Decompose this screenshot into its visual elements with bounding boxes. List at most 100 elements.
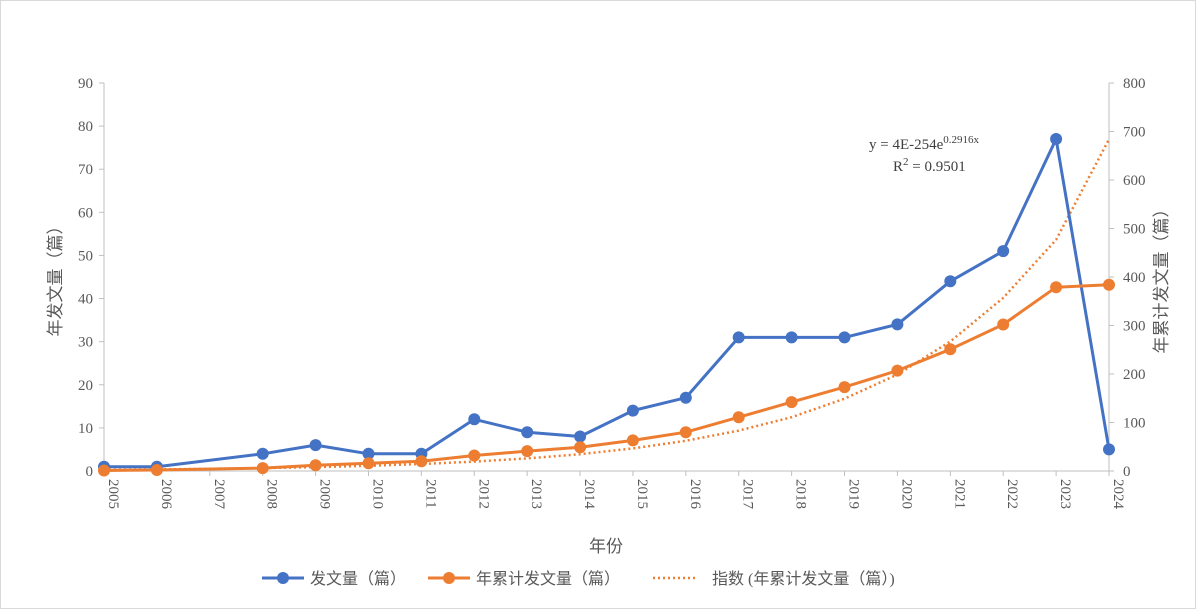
x-tick-label: 2022 xyxy=(1004,479,1020,509)
trendline-exponential xyxy=(103,138,1111,472)
right-y-tick-label: 800 xyxy=(1123,76,1146,92)
left-y-tick-label: 80 xyxy=(78,119,93,135)
legend-marker-publications xyxy=(277,572,289,584)
series-line-publications xyxy=(104,137,1111,469)
data-point-cumulative xyxy=(98,464,110,477)
data-point-cumulative xyxy=(256,462,269,475)
left-y-tick-label: 30 xyxy=(78,335,93,351)
data-point-cumulative xyxy=(732,411,745,424)
left-y-axis-title: 年发文量（篇） xyxy=(46,218,65,337)
x-tick-label: 2015 xyxy=(634,479,650,509)
right-y-axis-title: 年累计发文量（篇） xyxy=(1152,201,1171,354)
trendline-equation-exponent: 0.2916x xyxy=(943,134,979,146)
data-point-publications xyxy=(1103,443,1115,456)
right-y-tick-label: 300 xyxy=(1123,319,1146,335)
right-y-tick-label: 0 xyxy=(1123,464,1131,480)
left-y-tick-label: 0 xyxy=(86,464,94,480)
data-point-cumulative xyxy=(679,426,692,439)
data-point-publications xyxy=(626,404,639,417)
legend-label-cumulative: 年累计发文量（篇） xyxy=(476,570,620,588)
x-tick-label: 2014 xyxy=(581,479,597,510)
data-point-cumulative xyxy=(309,459,322,472)
data-point-publications xyxy=(891,318,904,331)
data-point-publications xyxy=(468,413,481,426)
legend-label-trendline: 指数 (年累计发文量（篇）) xyxy=(712,570,895,588)
data-point-publications xyxy=(574,430,587,443)
data-point-publications xyxy=(785,331,798,344)
data-point-cumulative xyxy=(838,381,851,394)
legend-marker-cumulative xyxy=(443,572,455,584)
x-tick-label: 2009 xyxy=(317,479,333,509)
left-y-tick-label: 70 xyxy=(78,162,93,178)
marks-layer xyxy=(98,133,1115,477)
x-tick-label: 2019 xyxy=(846,479,862,509)
series-line-cumulative xyxy=(103,283,1110,472)
trendline-r2: R2 = 0.9501 xyxy=(893,156,966,175)
data-point-publications xyxy=(838,331,851,344)
data-point-publications xyxy=(521,426,534,439)
left-y-tick-label: 60 xyxy=(78,205,93,221)
x-tick-label: 2008 xyxy=(264,479,280,509)
axes-layer: 0 10 20 30 40 50 60 70 80 90 0 100 200 300 400 500 600 70… xyxy=(78,76,1146,510)
trendline-r2-label: R xyxy=(893,159,903,175)
data-point-publications xyxy=(997,245,1010,258)
data-point-cumulative xyxy=(1103,278,1115,291)
data-point-cumulative xyxy=(415,455,428,468)
legend-item-publications[interactable]: 发文量（篇） xyxy=(262,570,406,588)
right-y-tick-label: 600 xyxy=(1123,173,1146,189)
x-tick-label: 2006 xyxy=(158,479,174,510)
trendline-r2-value: = 0.9501 xyxy=(909,159,966,175)
data-point-cumulative xyxy=(785,396,798,409)
trendline-equation-base: y = 4E-254e xyxy=(869,137,944,153)
x-tick-label: 2007 xyxy=(211,479,227,510)
x-tick-label: 2017 xyxy=(740,479,756,510)
right-y-tick-label: 100 xyxy=(1123,416,1146,432)
data-point-publications xyxy=(679,391,692,404)
legend: 发文量（篇） 年累计发文量（篇） 指数 (年累计发文量（篇）) xyxy=(262,570,895,588)
data-point-publications xyxy=(309,439,322,452)
legend-item-cumulative[interactable]: 年累计发文量（篇） xyxy=(428,570,620,588)
left-y-tick-label: 50 xyxy=(78,248,93,264)
right-y-tick-label: 200 xyxy=(1123,367,1146,383)
trendline-r2-superscript: 2 xyxy=(903,156,909,168)
x-tick-label: 2016 xyxy=(687,479,703,510)
x-tick-label: 2005 xyxy=(105,479,121,509)
data-point-cumulative xyxy=(521,445,534,458)
left-y-tick-label: 90 xyxy=(78,76,93,92)
x-tick-label: 2021 xyxy=(951,479,967,509)
data-point-cumulative xyxy=(150,464,163,476)
left-y-tick-label: 10 xyxy=(78,421,93,437)
data-point-publications xyxy=(362,447,375,460)
x-tick-label: 2020 xyxy=(898,479,914,509)
x-tick-label: 2013 xyxy=(528,479,544,509)
data-point-cumulative xyxy=(1050,281,1063,294)
x-axis-title: 年份 xyxy=(589,537,623,556)
legend-item-trendline[interactable]: 指数 (年累计发文量（篇）) xyxy=(653,570,895,588)
data-point-cumulative xyxy=(944,343,957,356)
data-point-publications xyxy=(944,275,957,288)
data-point-cumulative xyxy=(574,441,587,454)
trendline-equation: y = 4E-254e0.2916x xyxy=(869,134,980,153)
x-tick-label: 2012 xyxy=(475,479,491,509)
right-y-tick-label: 700 xyxy=(1123,125,1146,141)
right-y-tick-label: 500 xyxy=(1123,222,1146,238)
x-tick-label: 2023 xyxy=(1057,479,1073,509)
data-point-publications xyxy=(732,331,745,344)
data-point-cumulative xyxy=(362,457,375,470)
data-point-publications xyxy=(1050,133,1063,145)
left-y-tick-label: 20 xyxy=(78,378,93,394)
data-point-cumulative xyxy=(891,364,904,377)
left-y-tick-label: 40 xyxy=(78,292,93,308)
data-point-cumulative xyxy=(626,434,639,447)
data-point-cumulative xyxy=(997,318,1010,331)
legend-label-publications: 发文量（篇） xyxy=(310,570,406,588)
data-point-cumulative xyxy=(468,449,481,462)
x-tick-label: 2011 xyxy=(422,479,438,508)
x-tick-label: 2010 xyxy=(369,479,385,509)
data-point-publications xyxy=(256,447,269,460)
x-tick-label: 2024 xyxy=(1110,479,1126,510)
right-y-tick-label: 400 xyxy=(1123,270,1146,286)
x-tick-label: 2018 xyxy=(793,479,809,509)
